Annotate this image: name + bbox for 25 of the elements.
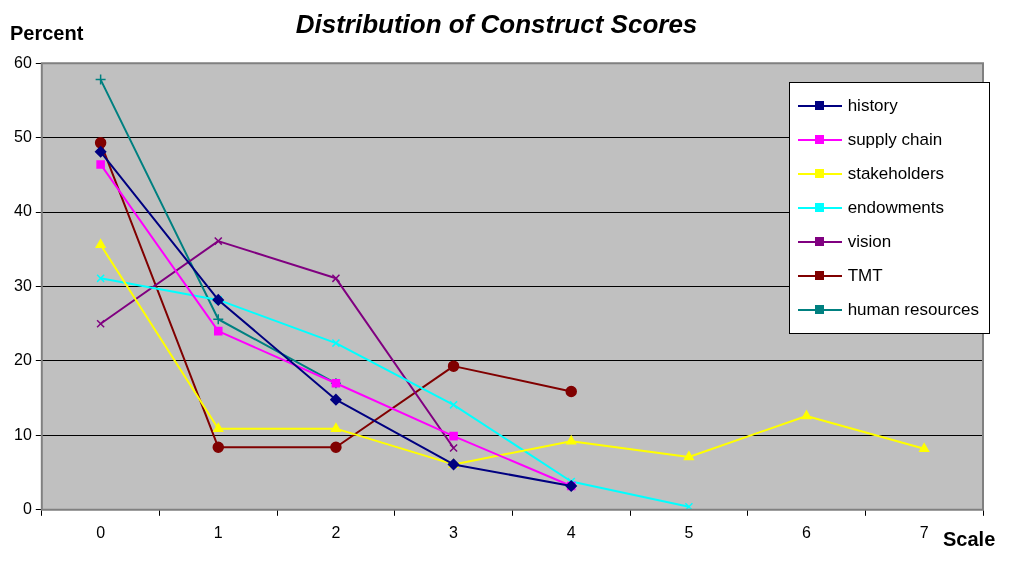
y-tick-label: 30 [14,276,32,294]
y-tick-label: 10 [14,425,32,443]
x-tick-label: 3 [449,523,459,541]
y-tick-label: 20 [14,351,32,369]
x-tick-label: 0 [96,523,106,541]
x-tick-label: 6 [802,523,812,541]
y-tick-label: 40 [14,202,32,220]
legend-label: vision [847,232,892,252]
legend-label: human resources [847,300,979,320]
y-tick-label: 50 [14,128,32,146]
x-axis-title: Scale [943,527,996,550]
x-tick-label: 4 [566,523,576,541]
x-tick-label: 7 [919,523,929,541]
legend-label: endowments [847,198,945,218]
y-tick-label: 0 [22,500,32,518]
legend-label: supply chain [847,130,943,150]
y-tick-label: 60 [14,53,32,71]
legend-label: stakeholders [847,164,945,184]
x-tick-label: 1 [213,523,223,541]
y-axis-title: Percent [10,22,84,44]
legend-label: TMT [847,266,883,286]
chart-title: Distribution of Construct Scores [295,8,698,39]
x-tick-label: 2 [331,523,341,541]
x-tick-label: 5 [684,523,694,541]
legend-label: history [847,96,898,116]
